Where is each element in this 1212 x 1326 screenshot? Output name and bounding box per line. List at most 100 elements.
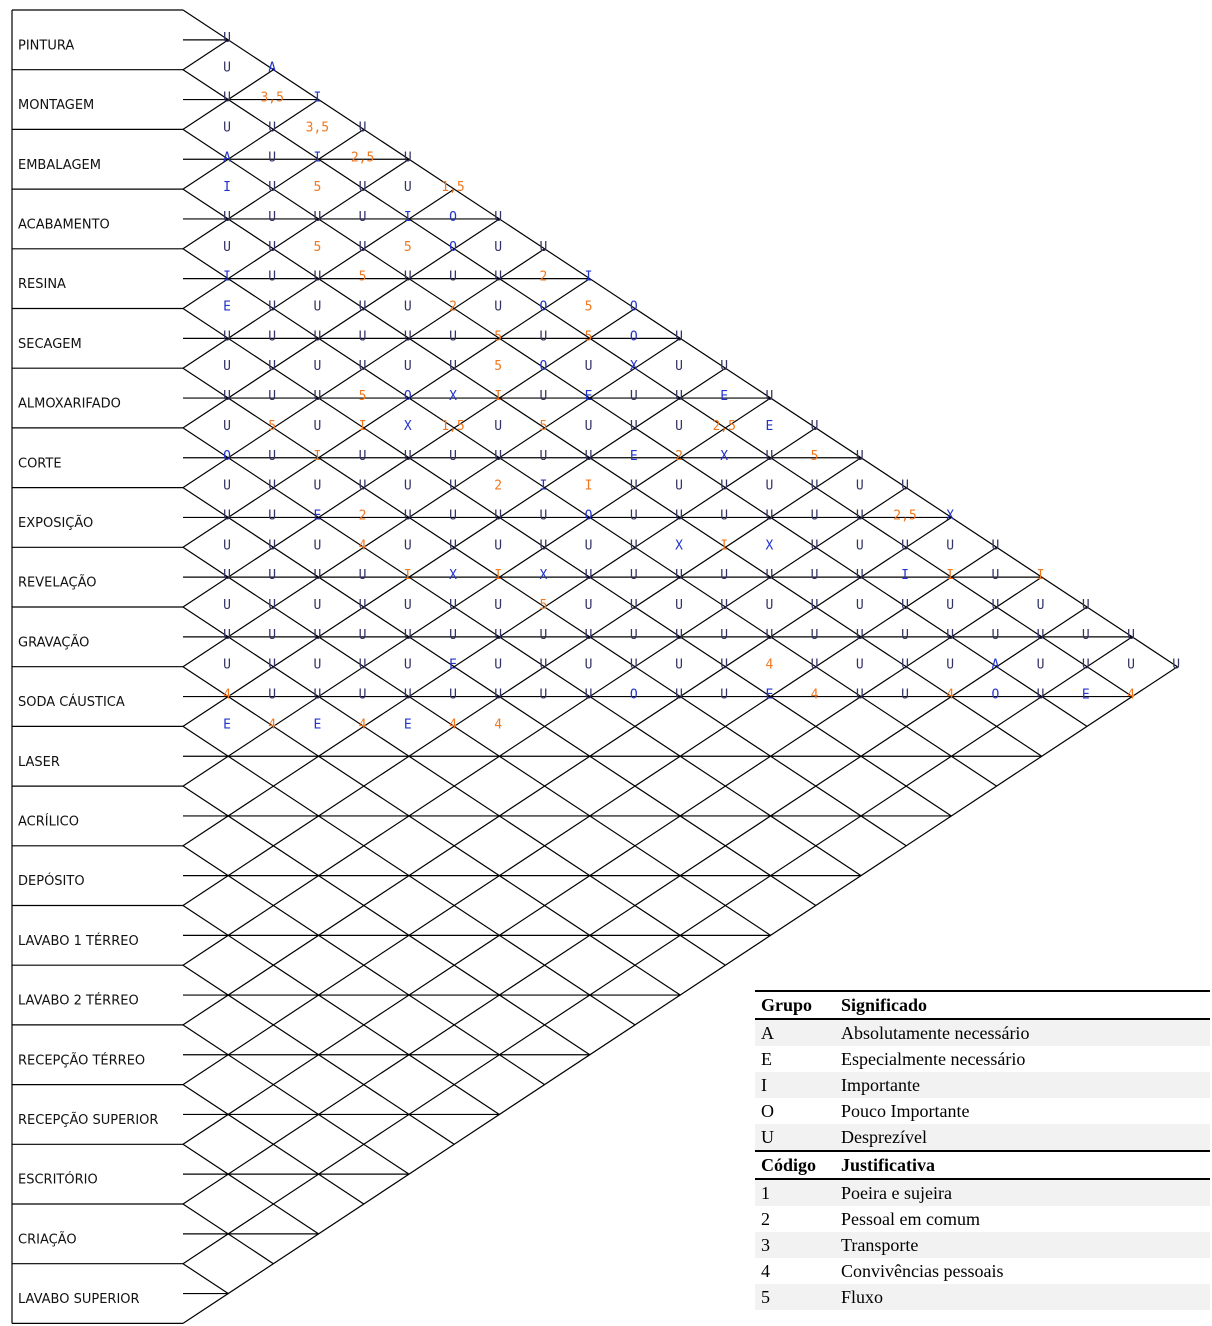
relationship-letter: U — [856, 479, 864, 494]
relationship-letter: U — [765, 389, 773, 404]
justification-code: 1,5 — [441, 419, 464, 434]
diagonal-line — [182, 39, 229, 71]
relationship-letter: O — [539, 300, 547, 315]
relationship-letter: U — [268, 508, 276, 523]
relationship-letter: E — [404, 717, 412, 732]
relationship-letter: U — [404, 180, 412, 195]
diagonal-line — [182, 427, 862, 877]
relationship-letter: U — [1172, 658, 1180, 673]
diagonal-line — [182, 337, 681, 668]
legend-key: I — [755, 1072, 835, 1098]
relationship-letter: U — [359, 180, 367, 195]
relationship-letter: U — [268, 538, 276, 553]
relationship-letter: U — [223, 329, 231, 344]
legend-table: Grupo Significado A Absolutamente necessá… — [755, 990, 1210, 1310]
legend-key: 1 — [755, 1179, 835, 1206]
diagonal-line — [182, 69, 1133, 698]
relationship-letter: U — [946, 538, 954, 553]
relationship-letter: U — [449, 538, 457, 553]
legend-group-row: U Desprezível — [755, 1124, 1210, 1151]
relationship-letter: U — [539, 508, 547, 523]
relationship-letter: U — [494, 210, 502, 225]
justification-code: 4 — [268, 717, 276, 732]
relationship-letter: U — [268, 688, 276, 703]
relationship-letter: U — [585, 658, 593, 673]
diagonal-line — [182, 606, 1088, 1205]
relationship-letter: O — [630, 688, 638, 703]
justification-code: 2 — [449, 300, 457, 315]
relationship-letter: U — [268, 628, 276, 643]
relationship-letter: U — [404, 658, 412, 673]
relationship-letter: U — [539, 449, 547, 464]
relationship-letter: O — [630, 300, 638, 315]
relationship-letter: U — [268, 270, 276, 285]
justification-code: I — [946, 568, 954, 583]
department-label: LAVABO 1 TÉRREO — [18, 933, 139, 949]
relationship-letter: U — [449, 508, 457, 523]
relationship-letter: U — [675, 389, 683, 404]
justification-code: 5 — [539, 419, 547, 434]
department-label: DEPÓSITO — [18, 873, 85, 889]
relationship-letter: X — [449, 389, 457, 404]
department-label: MONTAGEM — [18, 98, 94, 113]
legend-value: Absolutamente necessário — [835, 1019, 1210, 1046]
justification-code: 2 — [359, 508, 367, 523]
legend-code-col: Código — [755, 1150, 835, 1180]
relationship-letter: U — [449, 479, 457, 494]
legend-code-row: 1 Poeira e sujeira — [755, 1179, 1210, 1206]
relationship-letter: U — [765, 568, 773, 583]
department-label: CORTE — [18, 456, 62, 471]
justification-code: I — [494, 389, 502, 404]
relationship-letter: I — [539, 479, 547, 494]
relationship-letter: I — [404, 210, 412, 225]
relationship-letter: O — [404, 389, 412, 404]
department-label: PINTURA — [18, 38, 74, 53]
justification-code: I — [585, 479, 593, 494]
relationship-letter: U — [268, 180, 276, 195]
relationship-letter: U — [449, 359, 457, 374]
justification-code: 2,5 — [351, 150, 374, 165]
justification-code: 5 — [404, 240, 412, 255]
legend-code-row: 3 Transporte — [755, 1232, 1210, 1258]
legend-key: E — [761, 1048, 772, 1069]
relationship-letter: U — [720, 628, 728, 643]
relationship-letter: U — [585, 688, 593, 703]
relationship-letter: I — [313, 91, 321, 106]
justification-code: 3,5 — [306, 120, 329, 135]
justification-code: 4 — [946, 688, 954, 703]
relationship-letter: U — [449, 598, 457, 613]
relationship-letter: U — [720, 658, 728, 673]
department-label: SECAGEM — [18, 337, 82, 352]
relationship-letter: U — [765, 508, 773, 523]
relationship-letter: U — [856, 598, 864, 613]
diagonal-line — [182, 397, 771, 787]
relationship-letter: U — [901, 688, 909, 703]
relationship-letter: E — [720, 389, 728, 404]
relationship-letter: U — [1082, 658, 1090, 673]
relationship-letter: U — [630, 389, 638, 404]
relationship-letter: U — [268, 658, 276, 673]
diagram-grid — [11, 9, 1178, 1325]
relationship-letter: U — [404, 688, 412, 703]
department-label: CRIAÇÃO — [18, 1231, 77, 1247]
justification-code: 5 — [585, 329, 593, 344]
legend-value: Importante — [835, 1072, 1210, 1098]
department-label: LAVABO SUPERIOR — [18, 1292, 140, 1307]
justification-code: 5 — [268, 419, 276, 434]
relationship-letter: U — [404, 300, 412, 315]
relationship-letter: U — [811, 598, 819, 613]
relationship-letter: U — [811, 419, 819, 434]
justification-code: 4 — [359, 717, 367, 732]
legend-value: Especialmente necessário — [841, 1048, 1026, 1069]
relationship-letter: U — [313, 658, 321, 673]
department-label: ALMOXARIFADO — [18, 397, 121, 412]
relationship-letter: U — [1082, 598, 1090, 613]
relationship-letter: U — [901, 538, 909, 553]
relationship-letter: U — [404, 329, 412, 344]
department-label: SODA CÁUSTICA — [18, 694, 125, 710]
relationship-letter: U — [313, 419, 321, 434]
justification-code: 4 — [811, 688, 819, 703]
relationship-letter: U — [675, 479, 683, 494]
relationship-letter: U — [675, 329, 683, 344]
relationship-letter: U — [811, 538, 819, 553]
